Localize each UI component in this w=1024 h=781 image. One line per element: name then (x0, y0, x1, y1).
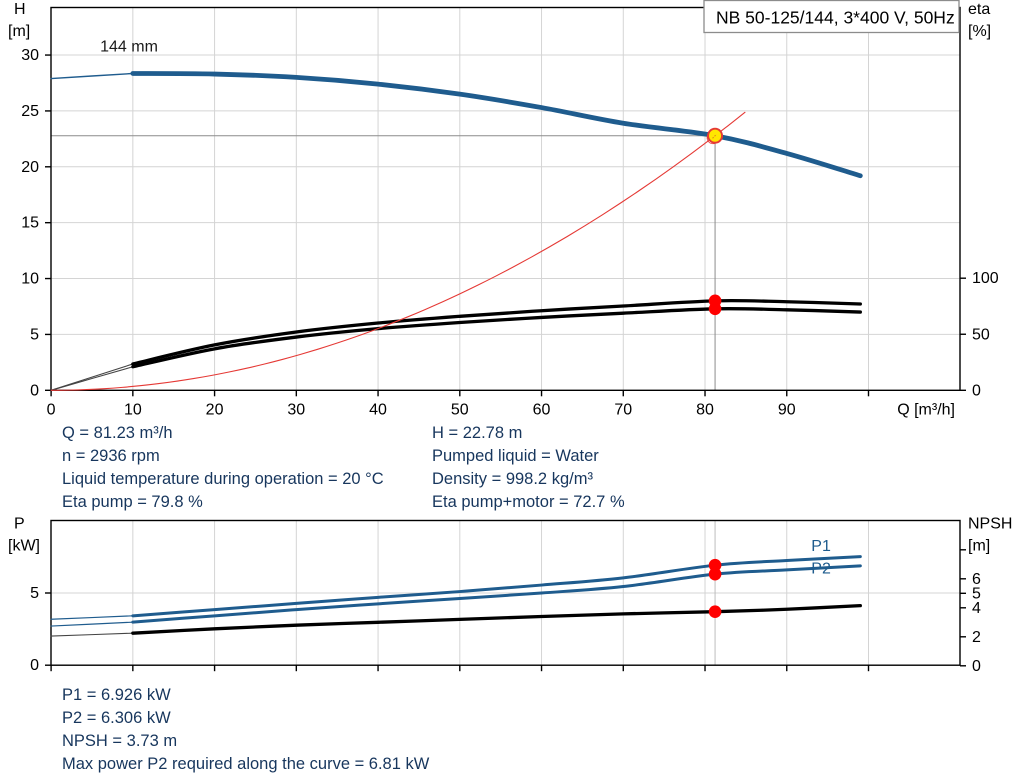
svg-text:NPSH: NPSH (968, 516, 1012, 533)
svg-text:10: 10 (21, 271, 39, 288)
svg-text:0: 0 (30, 657, 39, 674)
svg-text:2: 2 (972, 629, 981, 646)
svg-text:P: P (14, 516, 25, 533)
svg-text:0: 0 (30, 382, 39, 399)
svg-text:50: 50 (972, 326, 990, 343)
svg-text:P1: P1 (811, 538, 831, 555)
svg-text:NPSH = 3.73 m: NPSH = 3.73 m (62, 732, 177, 750)
svg-text:4: 4 (972, 600, 981, 617)
svg-text:5: 5 (30, 585, 39, 602)
svg-text:Pumped liquid = Water: Pumped liquid = Water (432, 447, 599, 465)
svg-text:0: 0 (972, 382, 981, 399)
svg-text:H: H (14, 1, 26, 18)
svg-text:Max power P2 required along th: Max power P2 required along the curve = … (62, 755, 430, 773)
svg-text:0: 0 (972, 658, 981, 675)
svg-text:n = 2936 rpm: n = 2936 rpm (62, 447, 160, 465)
svg-text:Q [m³/h]: Q [m³/h] (897, 401, 955, 418)
svg-text:5: 5 (30, 326, 39, 343)
svg-text:P1 = 6.926 kW: P1 = 6.926 kW (62, 686, 171, 704)
svg-text:0: 0 (47, 401, 56, 418)
svg-text:[%]: [%] (968, 23, 991, 40)
svg-text:H = 22.78 m: H = 22.78 m (432, 424, 522, 442)
svg-text:70: 70 (614, 401, 632, 418)
svg-text:80: 80 (696, 401, 714, 418)
svg-text:NB 50-125/144, 3*400 V, 50Hz: NB 50-125/144, 3*400 V, 50Hz (716, 8, 955, 28)
svg-text:40: 40 (369, 401, 387, 418)
svg-text:[kW]: [kW] (8, 538, 40, 555)
svg-text:P2 = 6.306 kW: P2 = 6.306 kW (62, 709, 171, 727)
svg-text:20: 20 (206, 401, 224, 418)
svg-text:25: 25 (21, 103, 39, 120)
svg-text:30: 30 (287, 401, 305, 418)
svg-text:15: 15 (21, 215, 39, 232)
svg-text:P2: P2 (811, 561, 831, 578)
svg-text:144 mm: 144 mm (100, 39, 158, 56)
svg-text:Eta pump = 79.8 %: Eta pump = 79.8 % (62, 493, 203, 511)
svg-text:50: 50 (451, 401, 469, 418)
svg-text:Q = 81.23 m³/h: Q = 81.23 m³/h (62, 424, 173, 442)
svg-text:30: 30 (21, 47, 39, 64)
svg-text:20: 20 (21, 159, 39, 176)
svg-text:6: 6 (972, 571, 981, 588)
svg-text:eta: eta (968, 1, 990, 18)
svg-text:90: 90 (778, 401, 796, 418)
svg-text:[m]: [m] (968, 538, 990, 555)
svg-text:Density = 998.2 kg/m³: Density = 998.2 kg/m³ (432, 470, 593, 488)
svg-text:100: 100 (972, 270, 999, 287)
svg-text:60: 60 (533, 401, 551, 418)
svg-text:10: 10 (124, 401, 142, 418)
svg-text:[m]: [m] (8, 23, 30, 40)
svg-text:5: 5 (972, 585, 981, 602)
svg-text:Eta pump+motor = 72.7 %: Eta pump+motor = 72.7 % (432, 493, 625, 511)
svg-text:Liquid temperature during oper: Liquid temperature during operation = 20… (62, 470, 384, 488)
